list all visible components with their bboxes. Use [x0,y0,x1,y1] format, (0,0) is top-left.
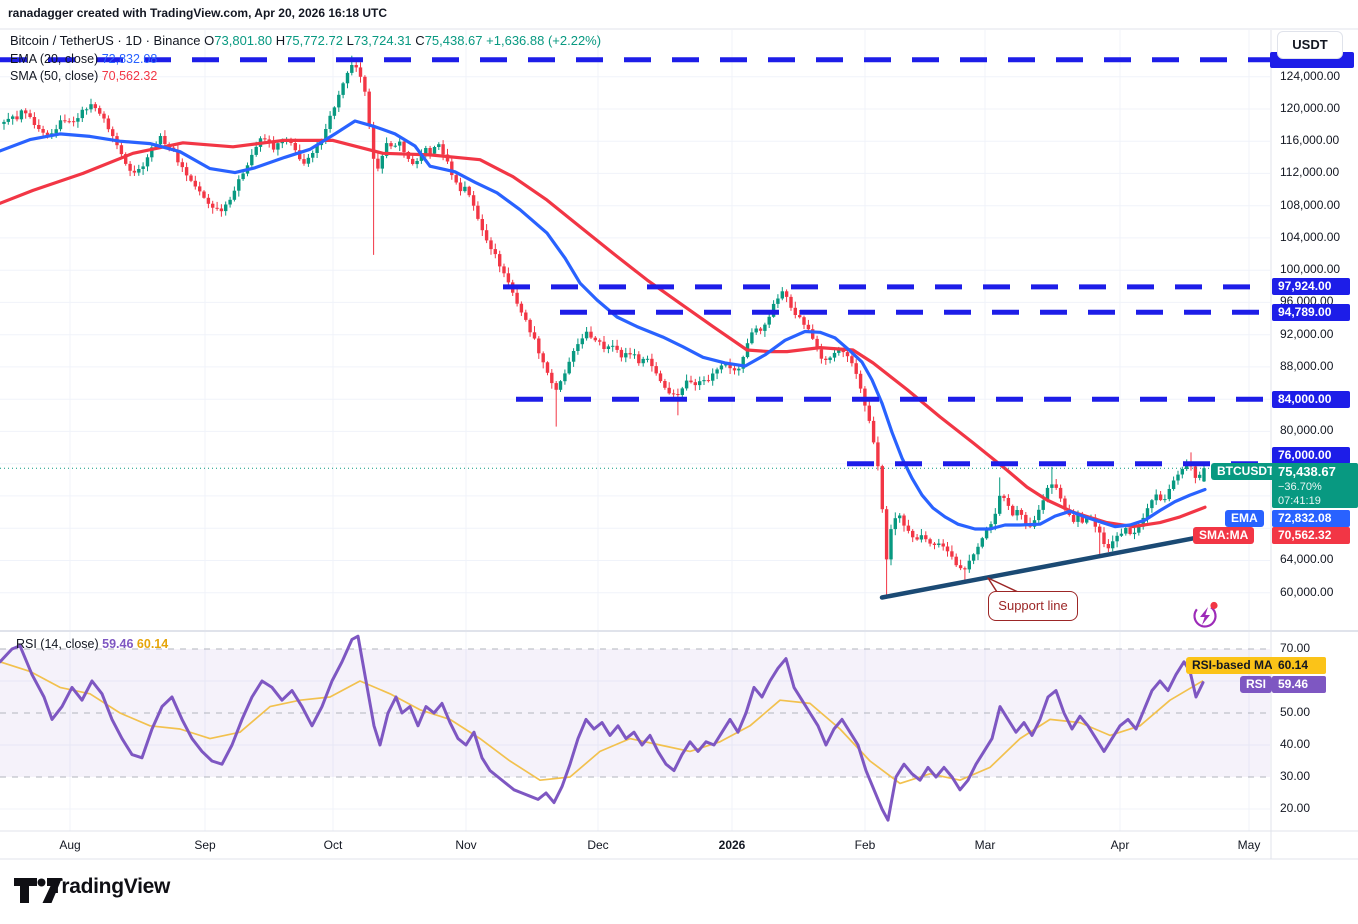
time-tick-label: 2026 [718,838,746,852]
high-label: H [275,33,286,48]
rsi-ma-value-box: 60.14 [1272,657,1326,674]
price-tick-label: 112,000.00 [1280,165,1340,180]
price-tick-label: 108,000.00 [1280,197,1341,212]
sma-price-box: 70,562.32 [1272,527,1350,544]
rsi-tick-label: 70.00 [1280,641,1311,655]
tradingview-brand-text[interactable]: TradingView [50,875,171,898]
copyright-text: ranadagger created with TradingView.com,… [8,6,388,20]
time-tick-label: Apr [1110,838,1130,852]
currency-toggle-button[interactable]: USDT [1277,31,1343,59]
time-tick-label: Sep [194,838,216,852]
rsi-tick-label: 40.00 [1280,737,1311,751]
open-label: O [204,33,215,48]
time-tick-label: May [1237,838,1261,852]
time-tick-label: Mar [974,838,996,852]
last-price-box: 75,438.67 −36.70% 07:41:19 [1272,463,1358,508]
rsi-value: 59.46 [102,637,134,651]
time-tick-label: Feb [854,838,876,852]
bar-countdown: 07:41:19 [1278,495,1321,507]
rsi-tick-label: 20.00 [1280,801,1311,815]
low-value: 73,724.31 [353,33,412,48]
level-price-box-94789: 94,789.00 [1272,304,1350,321]
price-tick-label: 88,000.00 [1280,358,1334,373]
last-price-change: −36.70% [1278,481,1322,493]
rsi-ma-tag: RSI-based MA [1186,657,1279,674]
time-tick-label: Aug [59,838,81,852]
price-tick-label: 92,000.00 [1280,326,1334,341]
ema-tag: EMA [1225,510,1264,527]
rsi-value-box: 59.46 [1272,676,1326,693]
rsi-legend[interactable]: RSI (14, close) 59.46 60.14 [16,637,168,651]
low-label: L [346,33,354,48]
ema-legend[interactable]: EMA (20, close) 72,832.08 [10,52,157,66]
price-tick-label: 80,000.00 [1280,423,1334,438]
level-price-box-76000: 76,000.00 [1272,447,1350,464]
price-tick-label: 104,000.00 [1280,229,1341,244]
rsi-ma-value: 60.14 [136,637,169,651]
level-price-box-84000: 84,000.00 [1272,391,1350,408]
price-tick-label: 116,000.00 [1280,133,1340,148]
rsi-tag: RSI [1240,676,1273,693]
sma-label: SMA (50, close) [10,69,99,83]
lightning-icon [1193,601,1218,628]
price-tick-label: 124,000.00 [1280,68,1341,83]
ema-value: 72,832.08 [101,52,158,66]
level-price-box-97924: 97,924.00 [1272,278,1350,295]
rsi-label: RSI (14, close) [16,637,99,651]
ema-price-box: 72,832.08 [1272,510,1350,527]
tradingview-logo-mark [14,878,62,903]
high-value: 75,772.72 [285,33,343,48]
open-value: 73,801.80 [214,33,273,48]
sma-tag: SMA:MA [1193,527,1255,544]
price-tick-label: 120,000.00 [1280,100,1341,115]
symbol-legend[interactable]: Bitcoin / TetherUS · 1D · Binance O73,80… [10,33,601,48]
change-value: +1,636.88 (+2.22%) [486,33,602,48]
symbol-title: Bitcoin / TetherUS · 1D · Binance [10,33,201,48]
price-tick-label: 60,000.00 [1280,584,1334,599]
last-price: 75,438.67 [1278,464,1336,479]
time-tick-label: Nov [455,838,477,852]
sma-value: 70,562.32 [101,69,158,83]
price-tick-label: 100,000.00 [1280,262,1341,277]
rsi-tick-label: 30.00 [1280,769,1311,783]
sma-legend[interactable]: SMA (50, close) 70,562.32 [10,69,157,83]
symbol-price-tag: BTCUSDT [1211,463,1281,480]
support-line-callout[interactable]: Support line [988,591,1078,621]
price-tick-label: 64,000.00 [1280,552,1334,567]
ema-label: EMA (20, close) [10,52,99,66]
close-value: 75,438.67 [424,33,483,48]
time-tick-label: Oct [323,838,343,852]
close-label: C [415,33,425,48]
rsi-tick-label: 50.00 [1280,705,1311,719]
time-tick-label: Dec [587,838,609,852]
